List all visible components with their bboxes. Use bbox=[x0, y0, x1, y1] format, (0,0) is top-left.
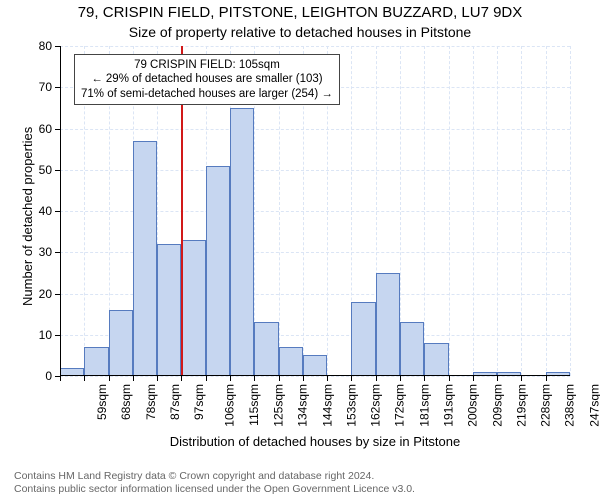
bar bbox=[109, 310, 133, 376]
x-tick-mark bbox=[400, 376, 401, 381]
x-tick-mark bbox=[521, 376, 522, 381]
y-tick-label: 60 bbox=[26, 122, 52, 136]
y-tick-mark bbox=[55, 170, 60, 171]
x-tick-label: 219sqm bbox=[515, 384, 529, 427]
x-tick-mark bbox=[473, 376, 474, 381]
annotation-line-1: 79 CRISPIN FIELD: 105sqm bbox=[81, 58, 333, 72]
y-tick-label: 30 bbox=[26, 245, 52, 259]
y-axis-line bbox=[60, 46, 61, 376]
x-tick-mark bbox=[449, 376, 450, 381]
y-tick-mark bbox=[55, 87, 60, 88]
y-tick-mark bbox=[55, 129, 60, 130]
x-tick-mark bbox=[327, 376, 328, 381]
bar bbox=[254, 322, 278, 376]
y-tick-mark bbox=[55, 335, 60, 336]
x-tick-label: 191sqm bbox=[442, 384, 456, 427]
bar bbox=[351, 302, 375, 376]
chart-subtitle: Size of property relative to detached ho… bbox=[0, 24, 600, 40]
x-tick-mark bbox=[181, 376, 182, 381]
x-tick-label: 162sqm bbox=[369, 384, 383, 427]
x-tick-mark bbox=[376, 376, 377, 381]
bar bbox=[376, 273, 400, 376]
y-tick-label: 10 bbox=[26, 328, 52, 342]
x-tick-mark bbox=[206, 376, 207, 381]
x-tick-label: 209sqm bbox=[490, 384, 504, 427]
bar bbox=[181, 240, 205, 376]
y-tick-mark bbox=[55, 211, 60, 212]
bar bbox=[206, 166, 230, 376]
y-tick-label: 0 bbox=[26, 369, 52, 383]
footer-line-1: Contains HM Land Registry data © Crown c… bbox=[14, 470, 600, 483]
y-tick-label: 40 bbox=[26, 204, 52, 218]
x-tick-mark bbox=[109, 376, 110, 381]
x-tick-mark bbox=[60, 376, 61, 381]
x-tick-label: 115sqm bbox=[247, 384, 261, 426]
bar bbox=[157, 244, 181, 376]
x-tick-label: 59sqm bbox=[95, 384, 109, 420]
x-tick-mark bbox=[254, 376, 255, 381]
bar bbox=[303, 355, 327, 376]
x-tick-label: 238sqm bbox=[563, 384, 577, 427]
x-tick-label: 153sqm bbox=[345, 384, 359, 427]
gridline-h bbox=[60, 129, 570, 130]
gridline-h bbox=[60, 376, 570, 377]
x-tick-mark bbox=[497, 376, 498, 381]
y-tick-label: 70 bbox=[26, 80, 52, 94]
footer-line-2: Contains public sector information licen… bbox=[14, 483, 600, 496]
gridline-v bbox=[570, 46, 571, 376]
gridline-h bbox=[60, 46, 570, 47]
x-tick-mark bbox=[424, 376, 425, 381]
x-tick-label: 78sqm bbox=[144, 384, 158, 420]
chart-title-line1: 79, CRISPIN FIELD, PITSTONE, LEIGHTON BU… bbox=[0, 4, 600, 21]
x-tick-label: 144sqm bbox=[320, 384, 334, 427]
footer-attribution: Contains HM Land Registry data © Crown c… bbox=[0, 470, 600, 495]
x-tick-label: 97sqm bbox=[192, 384, 206, 420]
bar bbox=[424, 343, 448, 376]
x-tick-label: 247sqm bbox=[587, 384, 600, 427]
bar bbox=[133, 141, 157, 376]
x-axis-line bbox=[60, 375, 570, 376]
y-tick-mark bbox=[55, 46, 60, 47]
bar bbox=[400, 322, 424, 376]
x-tick-mark bbox=[279, 376, 280, 381]
y-tick-label: 50 bbox=[26, 163, 52, 177]
x-tick-label: 228sqm bbox=[539, 384, 553, 427]
annotation-line-2: ← 29% of detached houses are smaller (10… bbox=[81, 72, 333, 86]
x-tick-mark bbox=[303, 376, 304, 381]
bar bbox=[279, 347, 303, 376]
annotation-line-3: 71% of semi-detached houses are larger (… bbox=[81, 87, 333, 101]
annotation-box: 79 CRISPIN FIELD: 105sqm ← 29% of detach… bbox=[74, 54, 340, 105]
x-tick-mark bbox=[230, 376, 231, 381]
x-tick-label: 106sqm bbox=[223, 384, 237, 427]
y-tick-label: 80 bbox=[26, 39, 52, 53]
bar bbox=[84, 347, 108, 376]
x-tick-label: 134sqm bbox=[296, 384, 310, 427]
y-tick-label: 20 bbox=[26, 287, 52, 301]
y-tick-mark bbox=[55, 252, 60, 253]
x-tick-label: 181sqm bbox=[417, 384, 431, 427]
x-axis-label: Distribution of detached houses by size … bbox=[60, 434, 570, 449]
x-tick-mark bbox=[84, 376, 85, 381]
x-tick-label: 87sqm bbox=[168, 384, 182, 420]
x-tick-mark bbox=[157, 376, 158, 381]
x-tick-label: 172sqm bbox=[393, 384, 407, 427]
x-tick-label: 68sqm bbox=[119, 384, 133, 420]
x-tick-label: 125sqm bbox=[272, 384, 286, 427]
y-tick-mark bbox=[55, 294, 60, 295]
x-tick-label: 200sqm bbox=[466, 384, 480, 427]
x-tick-mark bbox=[133, 376, 134, 381]
x-tick-mark bbox=[351, 376, 352, 381]
bar bbox=[230, 108, 254, 376]
x-tick-mark bbox=[546, 376, 547, 381]
